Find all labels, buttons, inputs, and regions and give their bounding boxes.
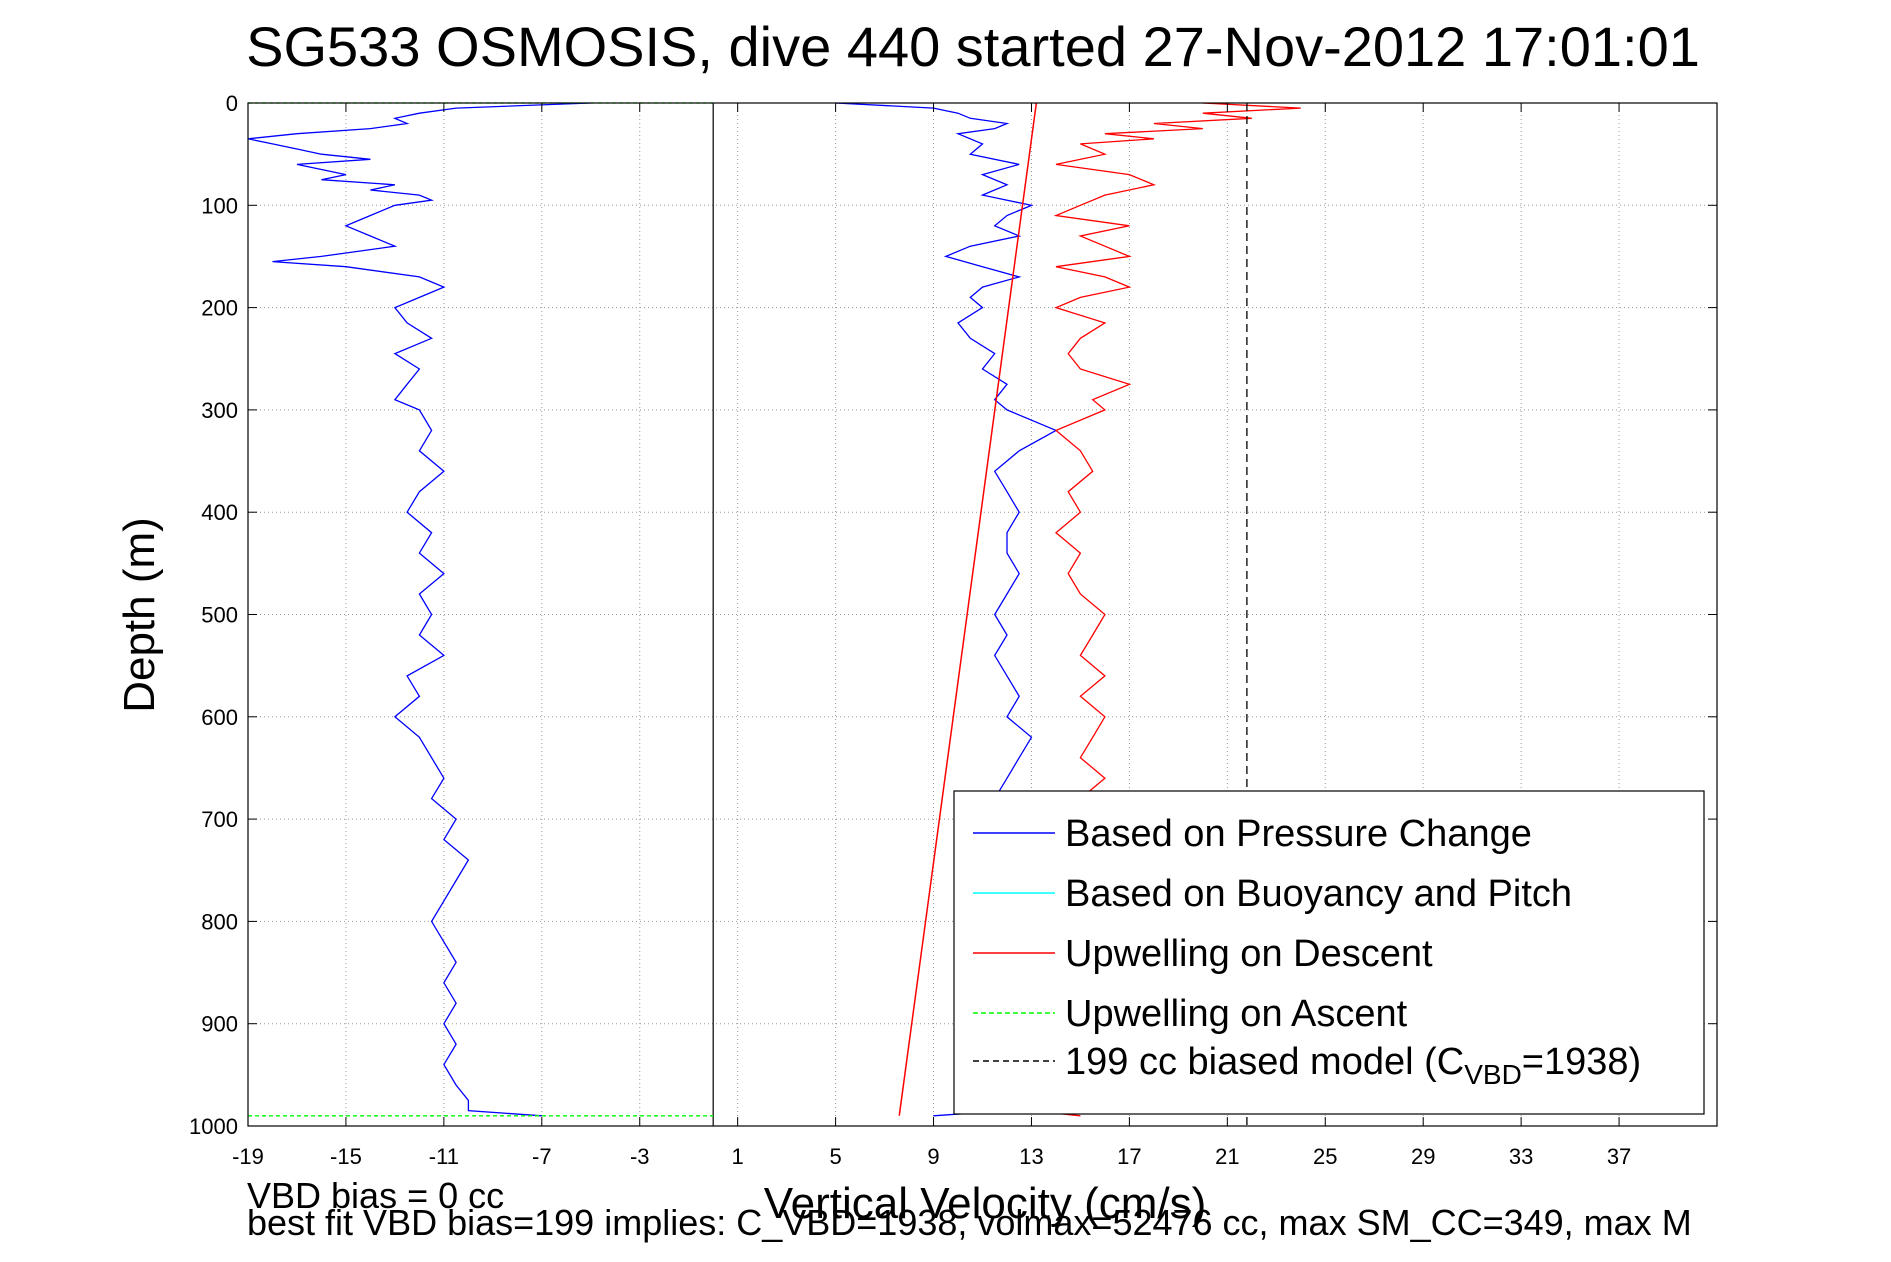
y-tick-label: 500: [201, 603, 238, 628]
y-tick-label: 200: [201, 296, 238, 321]
y-tick-label: 900: [201, 1012, 238, 1037]
x-tick-label: 37: [1607, 1144, 1631, 1169]
x-tick-label: 25: [1313, 1144, 1337, 1169]
x-tick-label: 29: [1411, 1144, 1435, 1169]
x-tick-label: 33: [1509, 1144, 1533, 1169]
x-tick-label: 1: [732, 1144, 744, 1169]
y-tick-label: 700: [201, 807, 238, 832]
y-tick-label: 600: [201, 705, 238, 730]
x-tick-label: -19: [232, 1144, 264, 1169]
y-tick-label: 400: [201, 500, 238, 525]
x-tick-label: -11: [429, 1144, 459, 1169]
x-tick-label: 5: [829, 1144, 841, 1169]
vbd-bias-note: VBD bias = 0 cc: [247, 1175, 505, 1216]
x-tick-label: -3: [630, 1144, 650, 1169]
legend-label-2: Upwelling on Descent: [1065, 933, 1433, 975]
y-tick-label: 1000: [189, 1114, 238, 1139]
x-tick-label: 13: [1019, 1144, 1043, 1169]
y-axis-label: Depth (m): [115, 517, 164, 713]
series-line-2-0: [1053, 102, 1301, 800]
legend-label-0: Based on Pressure Change: [1065, 813, 1532, 855]
x-tick-label: 17: [1117, 1144, 1141, 1169]
y-tick-label: 300: [201, 398, 238, 423]
y-tick-label: 0: [226, 91, 238, 116]
y-tick-label: 800: [201, 909, 238, 934]
x-tick-label: 21: [1215, 1144, 1239, 1169]
legend-label-3: Upwelling on Ascent: [1065, 993, 1408, 1035]
x-tick-label: -15: [330, 1144, 362, 1169]
x-axis-label: Vertical Velocity (cm/s): [764, 1179, 1207, 1228]
x-tick-label: -7: [532, 1144, 552, 1169]
legend-label-1: Based on Buoyancy and Pitch: [1065, 873, 1572, 915]
x-tick-label: 9: [927, 1144, 939, 1169]
series-line-0-0: [247, 102, 591, 1117]
legend-box: [953, 790, 1705, 1115]
y-tick-label: 100: [201, 193, 238, 218]
best-fit-note: best fit VBD bias=199 implies: C_VBD=193…: [247, 1202, 1692, 1243]
legend-label-4: 199 cc biased model (CVBD=1938): [1065, 1041, 1641, 1090]
fit-line: [898, 102, 1038, 1116]
chart-title: SG533 OSMOSIS, dive 440 started 27-Nov-2…: [246, 15, 1700, 78]
